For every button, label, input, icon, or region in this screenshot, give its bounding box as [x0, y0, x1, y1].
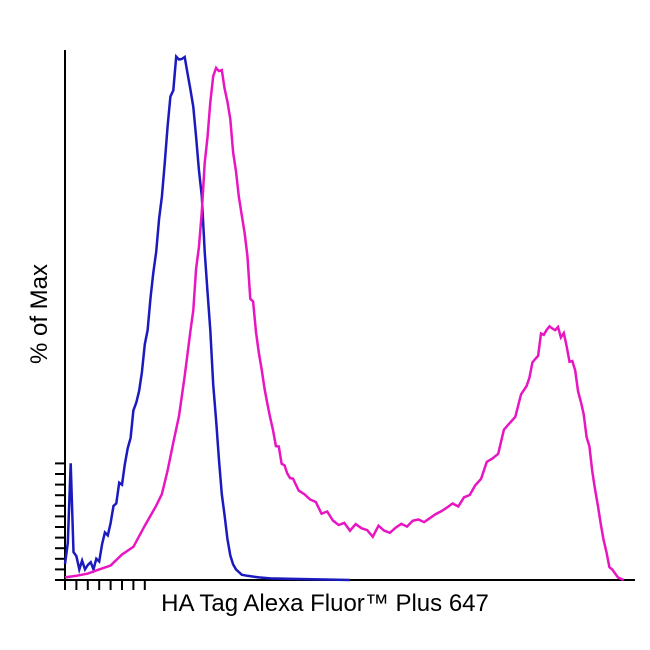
- flow-histogram-chart: [0, 0, 650, 650]
